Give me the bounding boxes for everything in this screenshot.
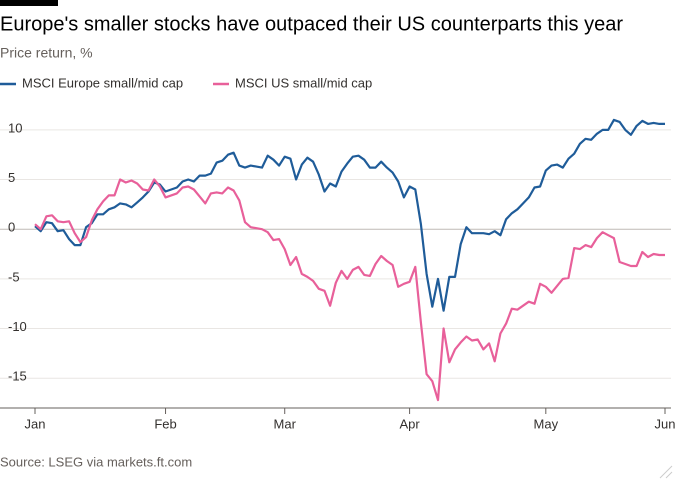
y-tick-label: -15 [8,369,27,384]
y-tick-label: 10 [8,120,22,135]
legend-label: MSCI Europe small/mid cap [22,75,183,90]
x-tick-label: Mar [274,416,297,431]
resize-grip [659,465,673,479]
legend-label: MSCI US small/mid cap [235,75,372,90]
y-tick-label: -5 [8,269,20,284]
chart-subtitle: Price return, % [0,45,93,61]
y-tick-label: -10 [8,319,27,334]
source: Source: LSEG via markets.ft.com [0,454,192,469]
x-tick-label: Apr [399,416,420,431]
x-tick-label: Feb [154,416,176,431]
y-tick-label: 0 [8,220,15,235]
x-tick-label: Jun [655,416,676,431]
chart-title: Europe's smaller stocks have outpaced th… [0,13,623,35]
brand-bar [0,0,58,6]
y-tick-label: 5 [8,170,15,185]
series-line [34,178,665,402]
x-tick-label: May [534,416,559,431]
x-tick-label: Jan [25,416,46,431]
series-line [34,118,665,312]
